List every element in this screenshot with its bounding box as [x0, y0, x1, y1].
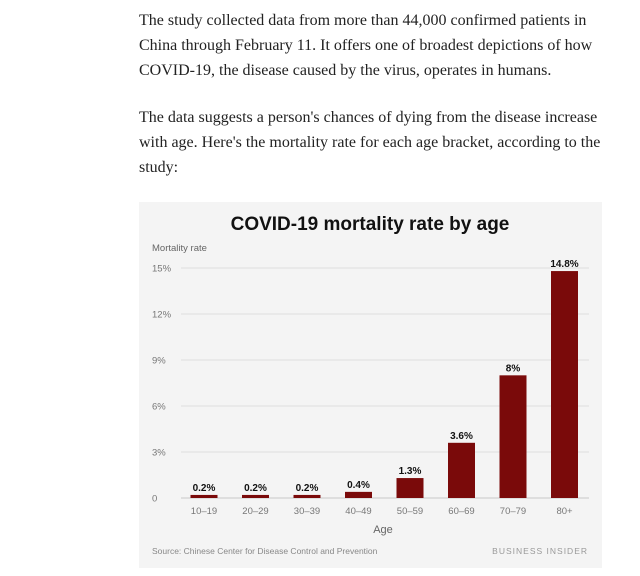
x-axis-title: Age — [373, 524, 393, 536]
y-tick-label: 0 — [152, 494, 157, 505]
data-label: 0.2% — [296, 483, 319, 494]
x-tick-label: 10–19 — [191, 506, 217, 517]
bar — [190, 494, 218, 498]
data-label: 0.4% — [347, 480, 370, 491]
data-label: 8% — [506, 363, 521, 374]
bars — [190, 271, 578, 498]
y-tick-label: 6% — [152, 402, 166, 413]
data-labels: 0.2% 0.2% 0.2% 0.4% 1.3% 3.6% 8% 14.8% — [193, 259, 579, 494]
bar — [396, 478, 424, 498]
bar — [293, 494, 321, 498]
x-tick-label: 20–29 — [242, 506, 268, 517]
bar — [551, 271, 578, 498]
y-tick-label: 9% — [152, 356, 166, 367]
brand-logo: BUSINESS INSIDER — [492, 546, 588, 556]
y-tick-label: 15% — [152, 264, 172, 275]
mortality-chart: COVID-19 mortality rate by age Mortality… — [152, 214, 589, 556]
chart-title: COVID-19 mortality rate by age — [231, 214, 510, 235]
x-tick-label: 40–49 — [345, 506, 371, 517]
bar — [242, 494, 269, 498]
source-note: Source: Chinese Center for Disease Contr… — [152, 546, 378, 556]
bar — [448, 442, 475, 498]
x-tick-label: 60–69 — [448, 506, 474, 517]
x-tick-label: 80+ — [556, 506, 573, 517]
bar — [345, 491, 372, 498]
x-tick-label: 30–39 — [294, 506, 320, 517]
x-tick-label: 50–59 — [397, 506, 423, 517]
data-label: 14.8% — [550, 259, 578, 270]
gridlines — [181, 267, 589, 499]
data-label: 0.2% — [244, 483, 267, 494]
article-paragraph: The data suggests a person's chances of … — [139, 109, 601, 176]
x-tick-labels: 10–19 20–29 30–39 40–49 50–59 60–69 70–79 80+ — [191, 506, 573, 517]
data-label: 3.6% — [450, 431, 473, 442]
data-label: 0.2% — [193, 483, 216, 494]
bar — [499, 375, 527, 498]
data-label: 1.3% — [399, 466, 422, 477]
article-paragraph: The study collected data from more than … — [139, 12, 593, 79]
y-tick-labels: 0 3% 6% 9% 12% 15% — [152, 264, 172, 505]
chart-card: COVID-19 mortality rate by age Mortality… — [139, 202, 602, 568]
y-tick-label: 12% — [152, 310, 172, 321]
x-tick-label: 70–79 — [500, 506, 526, 517]
article-body: The study collected data from more than … — [139, 8, 609, 180]
y-tick-label: 3% — [152, 448, 166, 459]
y-axis-title: Mortality rate — [152, 243, 207, 254]
